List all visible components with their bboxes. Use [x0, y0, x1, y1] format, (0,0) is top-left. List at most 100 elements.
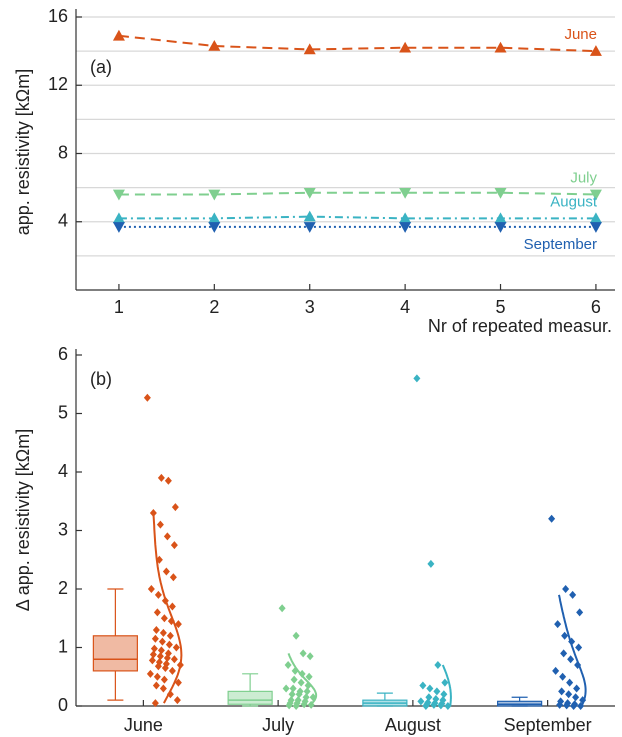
data-point: [174, 620, 182, 629]
data-point: [556, 700, 564, 709]
density-curve: [558, 594, 587, 707]
legend-label: August: [550, 193, 598, 210]
marker: [303, 187, 316, 199]
data-point: [168, 666, 176, 675]
data-point: [152, 681, 160, 690]
data-point: [548, 514, 556, 523]
data-point: [174, 678, 182, 687]
marker: [208, 189, 221, 201]
marker: [208, 212, 221, 224]
x-tick-label: 1: [114, 297, 124, 317]
y-tick-label: 6: [58, 344, 68, 364]
data-point: [572, 693, 580, 702]
data-point: [295, 690, 303, 699]
data-point: [160, 614, 168, 623]
data-point: [576, 608, 584, 617]
data-point: [558, 687, 566, 696]
data-point: [573, 684, 581, 693]
marker: [303, 210, 316, 222]
series-line: [118, 191, 596, 196]
y-tick-label: 5: [58, 402, 68, 422]
data-point: [278, 604, 286, 613]
data-point: [430, 700, 438, 709]
data-point: [575, 643, 583, 652]
data-point: [426, 684, 434, 693]
marker: [399, 187, 412, 199]
series-line: [118, 34, 596, 53]
data-point: [160, 675, 168, 684]
data-point: [148, 656, 156, 665]
data-point: [563, 701, 571, 710]
data-point: [422, 702, 430, 710]
data-point: [164, 476, 172, 485]
data-point: [161, 663, 169, 672]
data-point: [163, 532, 171, 541]
data-point: [433, 687, 441, 696]
data-point: [569, 590, 577, 599]
data-point: [567, 655, 575, 664]
marker: [589, 222, 602, 233]
data-point: [169, 573, 177, 582]
data-point: [146, 669, 154, 678]
data-point: [159, 684, 167, 693]
marker: [303, 43, 316, 55]
data-point: [552, 666, 560, 675]
x-tick-label: 5: [496, 297, 506, 317]
y-tick-label: 8: [58, 142, 68, 162]
x-axis-label: Nr of repeated measur.: [428, 316, 612, 336]
marker: [589, 212, 602, 224]
x-tick-label: September: [504, 715, 592, 735]
marker: [112, 212, 125, 224]
marker: [208, 40, 221, 51]
data-point: [419, 681, 427, 690]
data-point: [156, 652, 164, 661]
data-point: [441, 678, 449, 687]
legend-label: June: [564, 26, 597, 43]
x-tick-label: July: [262, 715, 294, 735]
data-point: [566, 678, 574, 687]
data-point: [562, 585, 570, 593]
data-point: [162, 567, 170, 576]
data-point: [282, 684, 290, 693]
data-point: [170, 541, 178, 550]
data-point: [417, 697, 425, 706]
data-point: [147, 585, 155, 593]
data-point: [151, 634, 159, 643]
data-point: [171, 503, 179, 512]
y-tick-label: 16: [48, 6, 68, 26]
data-point: [303, 687, 311, 696]
density-curve: [287, 653, 318, 707]
data-point: [560, 649, 568, 658]
data-point: [285, 701, 293, 710]
data-point: [170, 655, 178, 664]
data-point: [157, 646, 165, 655]
legend-label: September: [524, 236, 597, 253]
data-point: [297, 678, 305, 687]
data-point: [166, 631, 174, 640]
marker: [303, 222, 316, 233]
data-point: [154, 662, 162, 671]
data-point: [159, 628, 167, 637]
y-tick-label: 4: [58, 461, 68, 481]
x-tick-label: 2: [209, 297, 219, 317]
data-point: [284, 661, 292, 670]
density-curve: [441, 664, 452, 707]
data-point: [427, 559, 435, 568]
marker: [589, 189, 602, 201]
y-tick-label: 0: [58, 695, 68, 715]
marker: [494, 222, 507, 233]
data-point: [440, 690, 448, 699]
data-point: [153, 608, 161, 617]
y-tick-label: 4: [58, 211, 68, 231]
data-point: [154, 590, 162, 599]
marker: [112, 222, 125, 233]
marker: [208, 222, 221, 233]
data-point: [168, 602, 176, 611]
x-tick-label: 3: [305, 297, 315, 317]
data-point: [157, 473, 165, 482]
x-tick-label: 6: [591, 297, 601, 317]
data-point: [158, 637, 166, 646]
data-point: [143, 393, 151, 402]
data-point: [300, 700, 308, 709]
